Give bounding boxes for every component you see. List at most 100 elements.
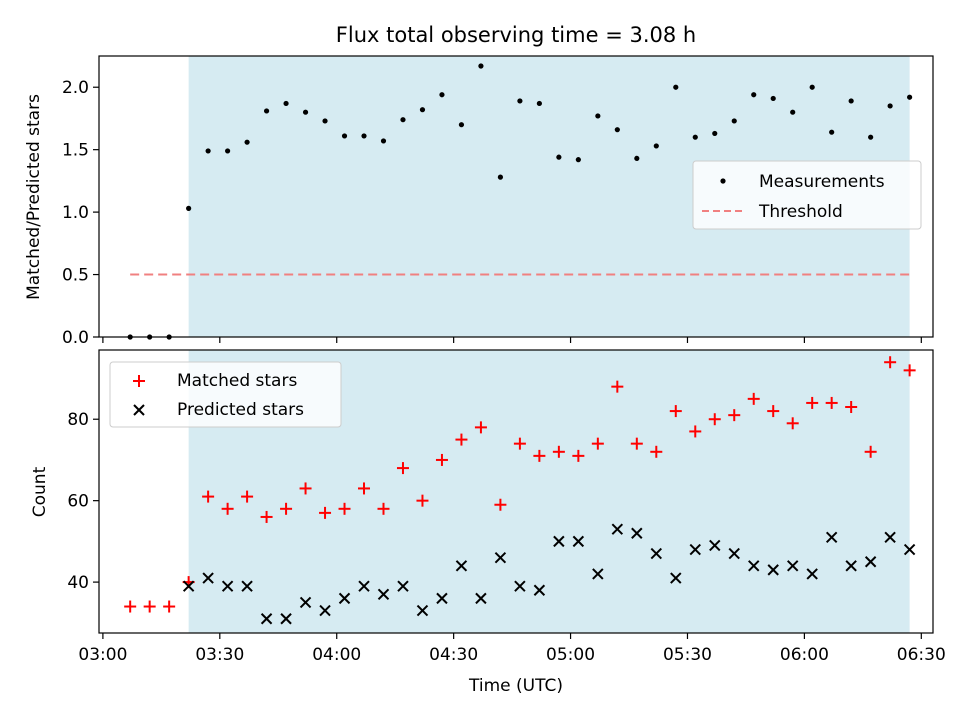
matched-stars-point xyxy=(630,437,643,450)
bottom-y-axis: 40 60 80 xyxy=(67,410,99,593)
legend-measurements-label: Measurements xyxy=(759,172,885,192)
measurement-point xyxy=(419,107,426,113)
measurement-point xyxy=(692,134,698,140)
predicted-stars-point xyxy=(416,604,429,617)
predicted-stars-point xyxy=(338,592,351,605)
matched-stars-point xyxy=(669,405,682,418)
measurement-point xyxy=(380,138,387,144)
predicted-stars-point xyxy=(884,531,896,544)
predicted-stars-point xyxy=(436,592,448,605)
matched-stars-point xyxy=(903,364,916,377)
measurement-point xyxy=(186,205,192,211)
y-tick-label: 1.5 xyxy=(62,141,89,161)
matched-stars-point xyxy=(845,401,858,414)
legend-measurements-marker xyxy=(720,178,726,184)
measurement-point xyxy=(478,63,484,69)
matched-stars-point xyxy=(143,600,156,613)
matched-stars-points xyxy=(124,356,916,613)
matched-stars-point xyxy=(708,413,721,426)
predicted-stars-point xyxy=(825,531,838,544)
bottom-axes-frame xyxy=(98,349,934,634)
x-tick-label: 05:30 xyxy=(663,645,712,665)
predicted-stars-point xyxy=(202,572,214,584)
top-legend: Measurements Threshold xyxy=(692,160,922,230)
measurement-point xyxy=(770,95,776,102)
measurement-point xyxy=(848,98,854,104)
measurement-point xyxy=(536,100,542,107)
predicted-stars-point xyxy=(631,527,643,539)
predicted-stars-point xyxy=(786,560,799,572)
matched-stars-point xyxy=(163,600,176,613)
measurement-point xyxy=(790,109,796,115)
measurement-point xyxy=(868,134,874,140)
top-y-axis-label: Matched/Predicted stars xyxy=(24,94,44,300)
top-legend-box xyxy=(692,160,922,230)
measurement-point xyxy=(809,84,815,90)
predicted-stars-point xyxy=(397,580,409,592)
measurement-point xyxy=(614,127,620,133)
x-tick-label: 03:00 xyxy=(78,645,127,665)
matched-stars-point xyxy=(299,482,312,495)
matched-stars-point xyxy=(786,417,799,430)
x-tick-label: 05:00 xyxy=(546,645,595,665)
matched-stars-point xyxy=(864,445,877,458)
measurement-point xyxy=(653,143,659,149)
measurement-point xyxy=(400,117,406,123)
predicted-stars-point xyxy=(182,580,195,592)
measurement-point xyxy=(302,109,309,115)
x-tick-label: 03:30 xyxy=(195,645,244,665)
predicted-stars-point xyxy=(572,535,585,548)
matched-stars-point xyxy=(319,506,332,519)
predicted-stars-point xyxy=(475,592,487,605)
matched-stars-point xyxy=(825,396,838,409)
y-tick-label: 40 xyxy=(67,573,89,593)
measurement-point xyxy=(907,94,913,100)
matched-stars-point xyxy=(611,380,624,393)
matched-stars-point xyxy=(124,600,137,613)
y-tick-label: 1.0 xyxy=(62,203,89,223)
measurements-points xyxy=(127,63,913,340)
predicted-stars-point xyxy=(767,564,779,576)
matched-stars-point xyxy=(806,396,819,409)
measurement-point xyxy=(712,130,718,137)
matched-stars-point xyxy=(728,409,741,422)
matched-stars-point xyxy=(884,356,897,369)
bottom-panel: 40 60 80 03:00 03:30 04:00 04:30 05:00 05:30 06:… xyxy=(30,349,946,696)
matched-stars-point xyxy=(221,502,234,515)
measurement-point xyxy=(205,148,211,154)
matched-stars-point xyxy=(338,502,351,515)
matched-stars-point xyxy=(396,462,409,475)
measurement-point xyxy=(556,154,562,160)
y-tick-label: 80 xyxy=(67,410,89,430)
y-tick-label: 2.0 xyxy=(62,78,89,98)
measurement-point xyxy=(458,122,465,128)
y-tick-label: 60 xyxy=(67,492,89,512)
matched-stars-point xyxy=(552,445,565,458)
bottom-legend-box xyxy=(109,361,342,428)
measurement-point xyxy=(497,174,504,180)
predicted-stars-point xyxy=(494,551,507,564)
predicted-stars-point xyxy=(358,580,370,592)
legend-threshold-label: Threshold xyxy=(758,202,843,222)
predicted-stars-point xyxy=(845,560,857,572)
predicted-stars-point xyxy=(533,584,546,596)
matched-stars-point xyxy=(747,392,760,405)
top-axes-frame xyxy=(98,55,934,338)
measurement-point xyxy=(225,148,231,154)
legend-matched-label: Matched stars xyxy=(177,371,297,391)
matched-stars-point xyxy=(494,498,507,511)
predicted-stars-point xyxy=(514,580,526,592)
predicted-stars-point xyxy=(260,613,273,625)
legend-predicted-label: Predicted stars xyxy=(177,400,304,420)
measurement-point xyxy=(634,155,640,162)
predicted-stars-point xyxy=(728,547,740,560)
predicted-stars-point xyxy=(903,543,916,556)
matched-stars-point xyxy=(280,502,293,515)
x-tick-label: 06:30 xyxy=(897,645,946,665)
predicted-stars-point xyxy=(689,543,701,556)
matched-stars-point xyxy=(358,482,371,495)
matched-stars-point xyxy=(435,453,448,466)
measurement-point xyxy=(283,100,289,107)
top-y-axis: 0.0 0.5 1.0 1.5 2.0 xyxy=(62,78,99,348)
